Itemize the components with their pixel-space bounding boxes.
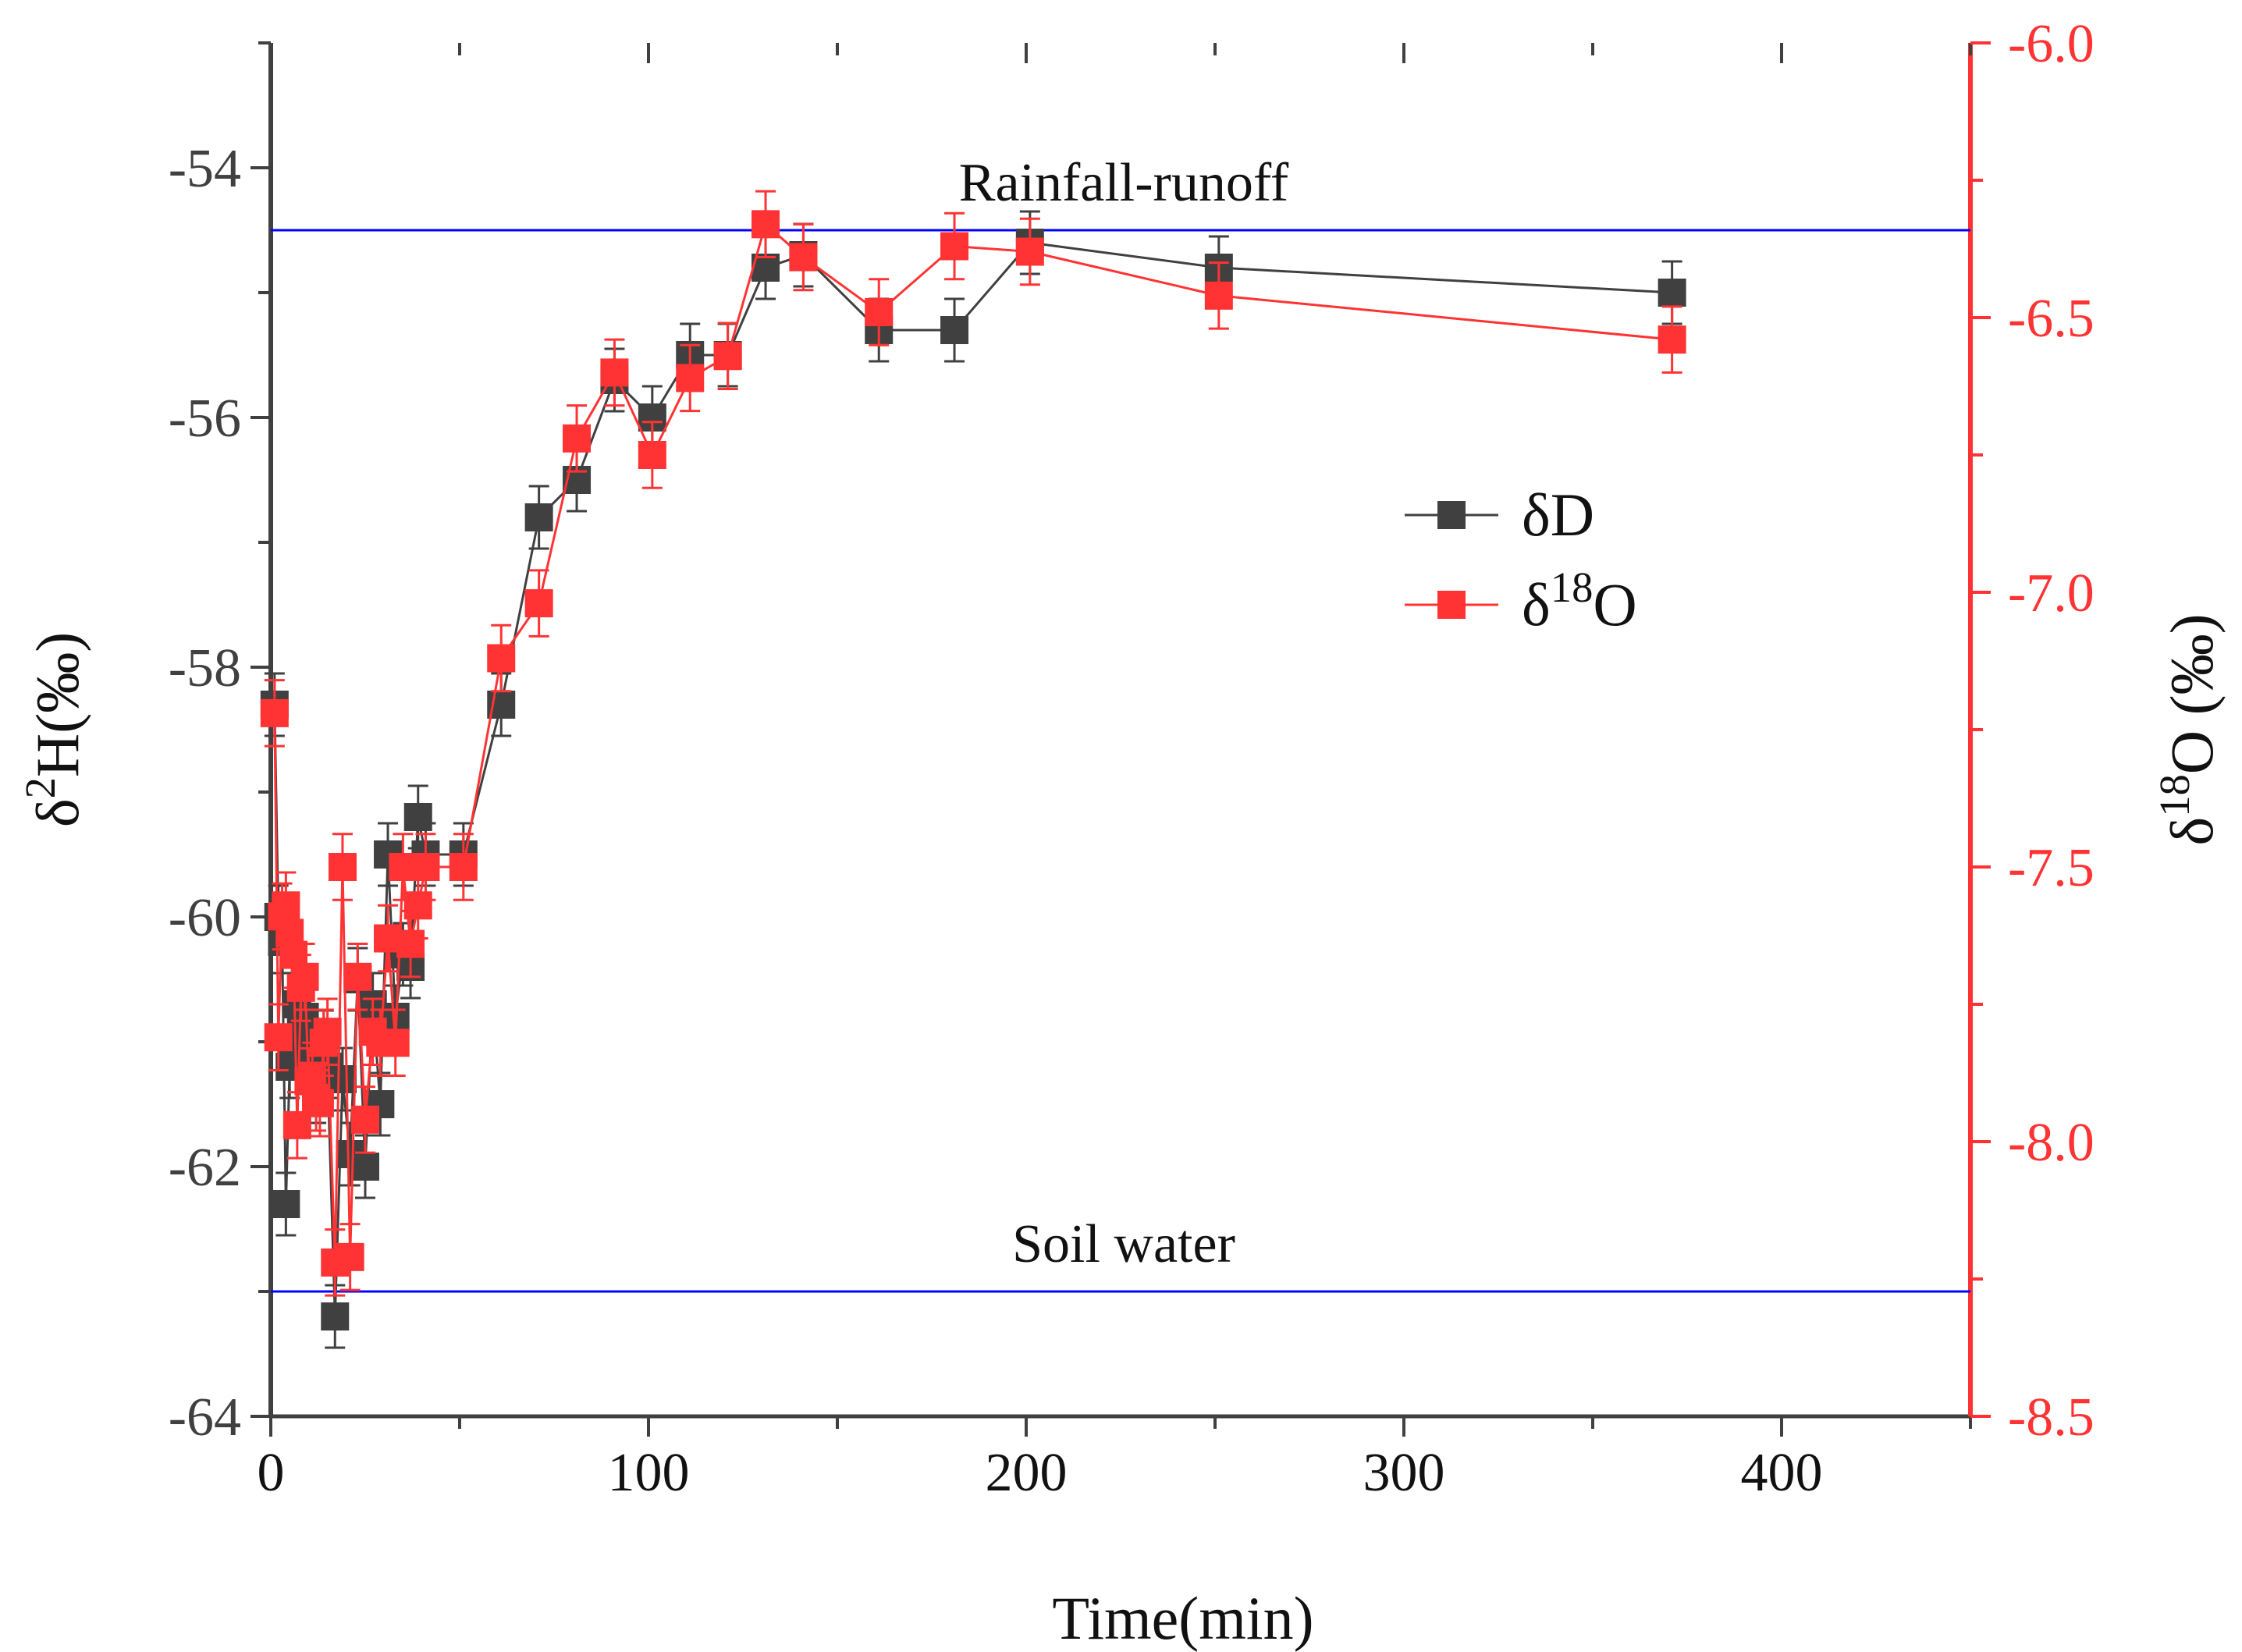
legend-label: δD	[1522, 481, 1594, 549]
data-point	[336, 1242, 364, 1271]
left-tick-label: -54	[169, 139, 241, 199]
plot-area: 0 100 200 300 400 -64 -62 -60 -58 -56 -54 -8.5 -8.0 -…	[16, 14, 2226, 1652]
data-point	[264, 1023, 293, 1052]
data-point	[351, 1153, 379, 1181]
right-tick-label: -8.0	[2008, 1113, 2095, 1173]
data-point	[487, 644, 516, 673]
x-axis-label: Time(min)	[1052, 1584, 1313, 1652]
data-point	[403, 891, 432, 920]
data-point	[1658, 279, 1686, 307]
x-tick-label: 400	[1741, 1443, 1823, 1503]
data-point	[940, 232, 969, 261]
data-point	[351, 1105, 379, 1134]
data-point	[305, 1089, 334, 1117]
right-tick-label: -6.0	[2008, 14, 2095, 74]
reference-line-label: Soil water	[1012, 1214, 1235, 1274]
x-tick-label: 100	[608, 1443, 690, 1503]
right-tick-label: -8.5	[2008, 1387, 2095, 1448]
data-point	[396, 929, 425, 958]
legend-label: δ18O	[1522, 563, 1637, 639]
data-point	[381, 1029, 410, 1057]
left-tick-label: -62	[169, 1138, 241, 1198]
data-point	[313, 1018, 342, 1046]
right-tick-label: -7.0	[2008, 563, 2095, 623]
data-point	[449, 853, 478, 881]
legend-marker	[1437, 591, 1466, 619]
left-tick-label: -60	[169, 888, 241, 948]
right-tick-label: -7.5	[2008, 838, 2095, 898]
data-point	[524, 503, 553, 531]
data-point	[865, 297, 894, 326]
x-tick-label: 300	[1363, 1443, 1445, 1503]
data-point	[290, 962, 319, 991]
x-tick-label: 200	[986, 1443, 1068, 1503]
data-point	[563, 424, 592, 453]
data-point	[1658, 325, 1686, 354]
data-point	[638, 441, 666, 469]
left-axis-label: δ2H(‰)	[16, 632, 92, 827]
right-tick-label: -6.5	[2008, 289, 2095, 349]
x-tick-label: 0	[258, 1443, 285, 1503]
legend-marker	[1437, 501, 1466, 529]
data-point	[328, 853, 357, 881]
data-point	[524, 589, 553, 618]
data-point	[321, 1302, 350, 1330]
left-tick-label: -58	[169, 638, 241, 698]
right-axis-label: δ18O (‰)	[2151, 613, 2226, 845]
left-tick-label: -56	[169, 389, 241, 449]
data-point	[789, 243, 818, 272]
data-point	[751, 210, 780, 239]
data-point	[343, 962, 372, 991]
data-point	[600, 358, 629, 387]
reference-line-label: Rainfall-runoff	[959, 153, 1289, 213]
data-point	[940, 316, 969, 344]
data-point	[713, 342, 742, 371]
data-point	[328, 1065, 357, 1093]
data-point	[411, 853, 440, 881]
data-point	[272, 891, 300, 920]
data-point	[1015, 237, 1044, 266]
data-point	[403, 803, 432, 831]
data-point	[260, 698, 289, 727]
left-tick-label: -64	[169, 1387, 241, 1448]
data-point	[272, 1190, 300, 1218]
data-point	[1204, 281, 1233, 310]
data-point	[676, 364, 705, 393]
